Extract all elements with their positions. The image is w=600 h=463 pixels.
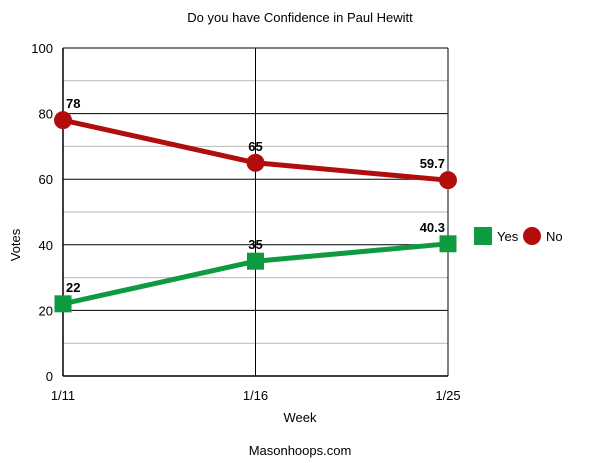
y-tick-label: 0 <box>46 369 53 384</box>
grid <box>62 47 449 377</box>
axes <box>62 48 448 377</box>
y-tick-label: 60 <box>39 172 53 187</box>
y-tick-labels: 0 20 40 60 80 100 <box>31 41 53 384</box>
legend-marker-no <box>523 227 541 245</box>
footer-credit: Masonhoops.com <box>249 443 352 458</box>
legend-label-yes: Yes <box>497 229 519 244</box>
series-layer <box>54 111 457 313</box>
x-tick-label: 1/11 <box>51 388 75 403</box>
point-marker-yes <box>439 235 457 253</box>
point-marker-yes <box>54 295 72 313</box>
point-marker-yes <box>247 252 264 270</box>
y-tick-label: 100 <box>31 41 53 56</box>
x-tick-label: 1/25 <box>435 388 460 403</box>
data-label-no: 59.7 <box>420 156 445 171</box>
point-marker-no <box>439 171 457 190</box>
legend-label-no: No <box>546 229 563 244</box>
data-label-yes: 22 <box>66 280 80 295</box>
data-label-no: 78 <box>66 96 80 111</box>
data-label-yes: 35 <box>248 237 262 252</box>
legend-marker-yes <box>474 227 492 245</box>
data-labels: 22 35 40.3 78 65 59.7 <box>66 96 445 295</box>
chart-title: Do you have Confidence in Paul Hewitt <box>187 10 413 25</box>
point-marker-no <box>54 111 72 130</box>
y-tick-label: 40 <box>39 238 53 253</box>
y-tick-label: 80 <box>39 107 53 122</box>
y-axis-label: Votes <box>8 228 23 261</box>
x-tick-labels: 1/11 1/16 1/25 <box>51 388 461 403</box>
legend: Yes No <box>474 227 563 245</box>
data-label-no: 65 <box>248 139 262 154</box>
x-axis-label: Week <box>284 410 317 425</box>
y-tick-label: 20 <box>39 303 53 318</box>
x-tick-label: 1/16 <box>243 388 268 403</box>
point-marker-no <box>246 153 265 172</box>
data-label-yes: 40.3 <box>420 220 445 235</box>
